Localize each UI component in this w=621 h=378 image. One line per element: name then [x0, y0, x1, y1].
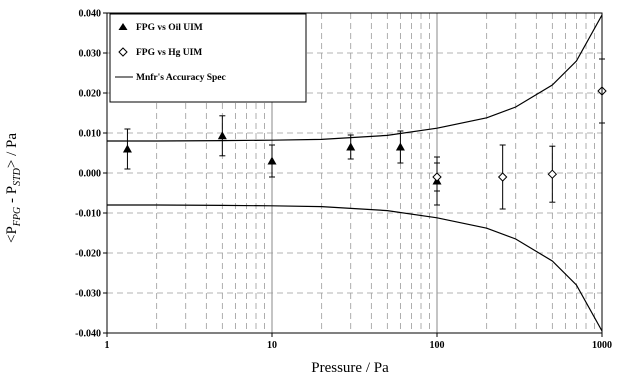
y-tick-label: 0.000 — [79, 169, 102, 180]
legend: FPG vs Oil UIM FPG vs Hg UIM Mnfr's Accu… — [109, 13, 307, 103]
x-tick-label: 100 — [430, 340, 445, 351]
hg-uim-point — [432, 172, 442, 182]
oil-uim-point — [346, 142, 356, 151]
x-tick-label: 1000 — [592, 340, 612, 351]
legend-marker-triangle — [118, 23, 128, 30]
hg-uim-point — [497, 172, 508, 182]
y-axis-title: <PFPG - PSTD> / Pa — [4, 133, 23, 243]
y-tick-label: 0.010 — [79, 129, 102, 140]
hg-uim-point — [547, 169, 558, 179]
legend-entry-oil: FPG vs Oil UIM — [118, 23, 203, 33]
y-tick-label: -0.010 — [75, 209, 101, 220]
y-axis-title-suffix: > / Pa — [4, 133, 20, 168]
y-tick-label: 0.020 — [79, 89, 102, 100]
y-tick-label: 0.030 — [79, 49, 102, 60]
markers — [122, 86, 607, 185]
legend-label-hg: FPG vs Hg UIM — [136, 48, 202, 58]
y-tick-label: -0.030 — [75, 289, 101, 300]
y-axis-title-sub2: STD — [12, 167, 23, 186]
y-tick-labels: 0.040 0.030 0.020 0.010 0.000 -0.010 -0.020 -0.… — [75, 9, 107, 340]
y-tick-label: 0.040 — [79, 9, 102, 20]
legend-marker-diamond — [118, 47, 128, 57]
x-axis-title: Pressure / Pa — [311, 360, 389, 376]
x-tick-label: 10 — [267, 340, 277, 351]
oil-uim-point — [395, 142, 405, 151]
x-tick-labels: 1 10 100 1000 — [105, 333, 612, 351]
accuracy-spec-upper — [107, 14, 603, 142]
legend-label-spec: Mnfr's Accuracy Spec — [136, 73, 226, 83]
legend-label-oil: FPG vs Oil UIM — [136, 23, 203, 33]
accuracy-spec-lower — [107, 204, 603, 332]
x-tick-label: 1 — [105, 340, 110, 351]
y-axis-title-mid: - P — [4, 186, 20, 207]
y-tick-label: -0.040 — [75, 329, 101, 340]
oil-uim-point — [122, 144, 132, 153]
accuracy-spec-curves — [107, 14, 603, 332]
oil-uim-point — [267, 156, 277, 165]
legend-box — [109, 13, 307, 103]
oil-uim-point — [217, 131, 227, 140]
legend-entry-hg: FPG vs Hg UIM — [118, 47, 202, 58]
y-axis-title-prefix: <P — [4, 226, 20, 243]
y-axis-title-sub1: FPG — [12, 207, 23, 227]
y-tick-label: -0.020 — [75, 249, 101, 260]
legend-entry-spec: Mnfr's Accuracy Spec — [115, 73, 226, 83]
